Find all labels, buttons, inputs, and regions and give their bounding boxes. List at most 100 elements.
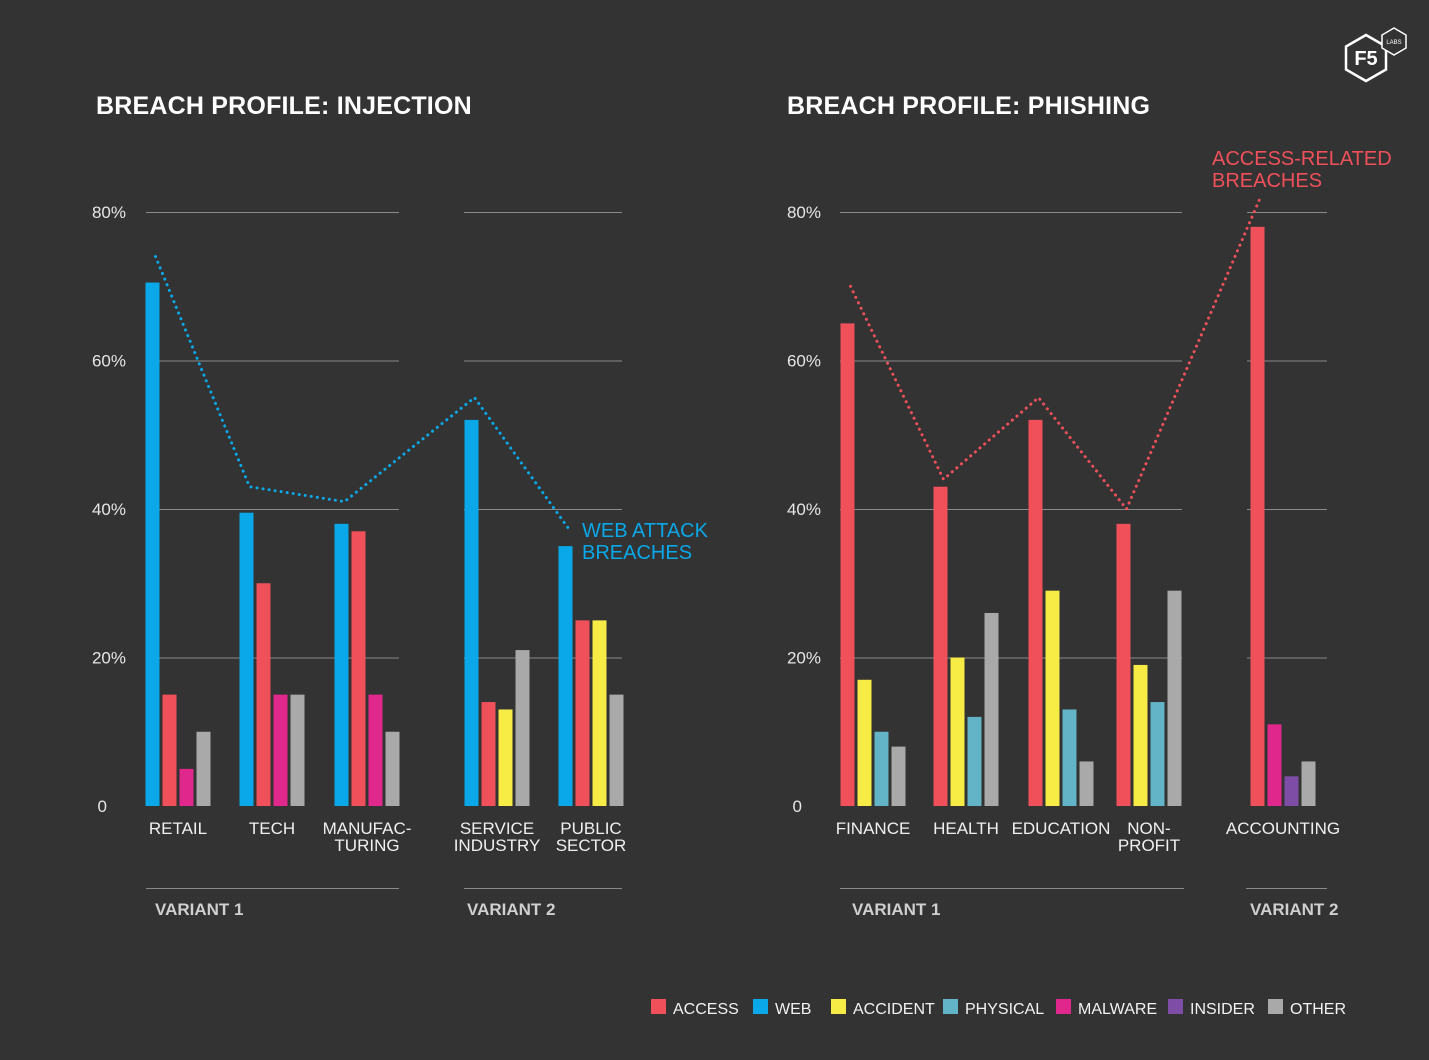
legend: ACCESS WEB ACCIDENT PHYSICAL MALWARE INSIDER O… bbox=[651, 999, 1346, 1018]
bar-other bbox=[1079, 761, 1094, 806]
category-label: NON- bbox=[1127, 819, 1170, 838]
legend-item-insider: INSIDER bbox=[1168, 999, 1255, 1018]
category-label: HEALTH bbox=[933, 819, 999, 838]
bar-access bbox=[481, 702, 496, 806]
bar-other bbox=[609, 694, 624, 806]
chart-title: BREACH PROFILE: INJECTION bbox=[96, 92, 472, 120]
legend-label: ACCIDENT bbox=[853, 1001, 935, 1018]
y-tick-label: 40% bbox=[787, 500, 821, 519]
y-axis-ticks: 0 20% 40% 60% 80% bbox=[787, 203, 821, 816]
bar-access bbox=[1028, 419, 1043, 806]
y-tick-label: 20% bbox=[92, 649, 126, 668]
variant-label: VARIANT 2 bbox=[467, 900, 555, 919]
legend-swatch bbox=[1168, 999, 1183, 1014]
bar-access bbox=[933, 486, 948, 806]
y-tick-label: 60% bbox=[787, 352, 821, 371]
bar-malware bbox=[368, 694, 383, 806]
legend-label: INSIDER bbox=[1190, 1001, 1255, 1018]
f5-labs-logo: F5 LABS bbox=[1344, 27, 1407, 83]
category-label: MANUFAC- bbox=[323, 819, 412, 838]
legend-item-access: ACCESS bbox=[651, 999, 739, 1018]
bar-web bbox=[334, 523, 349, 806]
y-tick-label: 80% bbox=[92, 203, 126, 222]
category-label: PROFIT bbox=[1118, 836, 1180, 855]
annotation-text: WEB ATTACK bbox=[582, 520, 709, 542]
annotation-text: BREACHES bbox=[1212, 170, 1322, 192]
bar-access bbox=[840, 323, 855, 806]
bar-accident bbox=[857, 679, 872, 806]
chart-injection: BREACH PROFILE: INJECTION 020%40%60%80% … bbox=[92, 92, 709, 919]
logo-subtext: LABS bbox=[1386, 40, 1401, 46]
legend-item-malware: MALWARE bbox=[1056, 999, 1157, 1018]
bar-insider bbox=[1284, 776, 1299, 806]
bar-accident bbox=[1045, 590, 1060, 806]
category-label: SECTOR bbox=[556, 836, 627, 855]
bar-physical bbox=[1062, 709, 1077, 806]
bar-other bbox=[385, 731, 400, 806]
trend-line bbox=[154, 255, 572, 533]
category-label: SERVICE bbox=[460, 819, 534, 838]
logo-text: F5 bbox=[1354, 48, 1377, 70]
annotation-text: ACCESS-RELATED bbox=[1212, 148, 1392, 170]
bar-access bbox=[162, 694, 177, 806]
variant-label: VARIANT 1 bbox=[852, 900, 940, 919]
bar-malware bbox=[179, 768, 194, 806]
variant-label: VARIANT 1 bbox=[155, 900, 243, 919]
bar-access bbox=[575, 620, 590, 806]
bar-other bbox=[984, 612, 999, 806]
bar-malware bbox=[1267, 724, 1282, 806]
bar-access bbox=[256, 583, 271, 806]
bar-web bbox=[145, 282, 160, 807]
y-axis-ticks: 0 20% 40% 60% 80% bbox=[92, 203, 126, 816]
bar-accident bbox=[498, 709, 513, 806]
legend-swatch bbox=[753, 999, 768, 1014]
variant-labels: VARIANT 1 VARIANT 2 bbox=[840, 888, 1338, 919]
category-label: INDUSTRY bbox=[454, 836, 541, 855]
chart-phishing: BREACH PROFILE: PHISHING 0 20% 40% 60% 80% F… bbox=[787, 92, 1392, 919]
legend-label: MALWARE bbox=[1078, 1001, 1157, 1018]
bar-web bbox=[464, 419, 479, 806]
legend-label: ACCESS bbox=[673, 1001, 739, 1018]
legend-label: OTHER bbox=[1290, 1001, 1346, 1018]
bar-access bbox=[1250, 226, 1265, 807]
bar-other bbox=[1301, 761, 1316, 806]
bar-other bbox=[290, 694, 305, 806]
bar-accident bbox=[592, 620, 607, 806]
category-labels: FINANCE HEALTH EDUCATION NON-PROFIT ACCOUNTI… bbox=[836, 819, 1340, 855]
annotation-text: BREACHES bbox=[582, 542, 692, 564]
bar-accident bbox=[1133, 664, 1148, 806]
bar-access bbox=[351, 531, 366, 806]
bar-other bbox=[891, 746, 906, 806]
bar-malware bbox=[273, 694, 288, 806]
legend-item-accident: ACCIDENT bbox=[831, 999, 935, 1018]
logo-small-hexagon bbox=[1381, 27, 1407, 56]
legend-item-other: OTHER bbox=[1268, 999, 1346, 1018]
y-tick-label: 40% bbox=[92, 500, 126, 519]
category-label: FINANCE bbox=[836, 819, 911, 838]
bar-physical bbox=[967, 716, 982, 806]
y-tick-label: 20% bbox=[787, 649, 821, 668]
bar-other bbox=[196, 731, 211, 806]
trend-line-web bbox=[154, 255, 572, 533]
chart-title: BREACH PROFILE: PHISHING bbox=[787, 92, 1150, 120]
bars bbox=[145, 282, 624, 807]
bar-web bbox=[558, 546, 573, 806]
bar-accident bbox=[950, 657, 965, 806]
category-label: PUBLIC bbox=[560, 819, 621, 838]
variant-label: VARIANT 2 bbox=[1250, 900, 1338, 919]
category-label: EDUCATION bbox=[1012, 819, 1111, 838]
bar-access bbox=[1116, 523, 1131, 806]
bar-physical bbox=[874, 731, 889, 806]
legend-item-physical: PHYSICAL bbox=[943, 999, 1044, 1018]
y-tick-label: 60% bbox=[92, 352, 126, 371]
legend-item-web: WEB bbox=[753, 999, 811, 1018]
legend-swatch bbox=[1056, 999, 1071, 1014]
category-label: TURING bbox=[334, 836, 399, 855]
y-tick-label: 0 bbox=[793, 797, 802, 816]
y-tick-label: 80% bbox=[787, 203, 821, 222]
bar-other bbox=[1167, 590, 1182, 806]
